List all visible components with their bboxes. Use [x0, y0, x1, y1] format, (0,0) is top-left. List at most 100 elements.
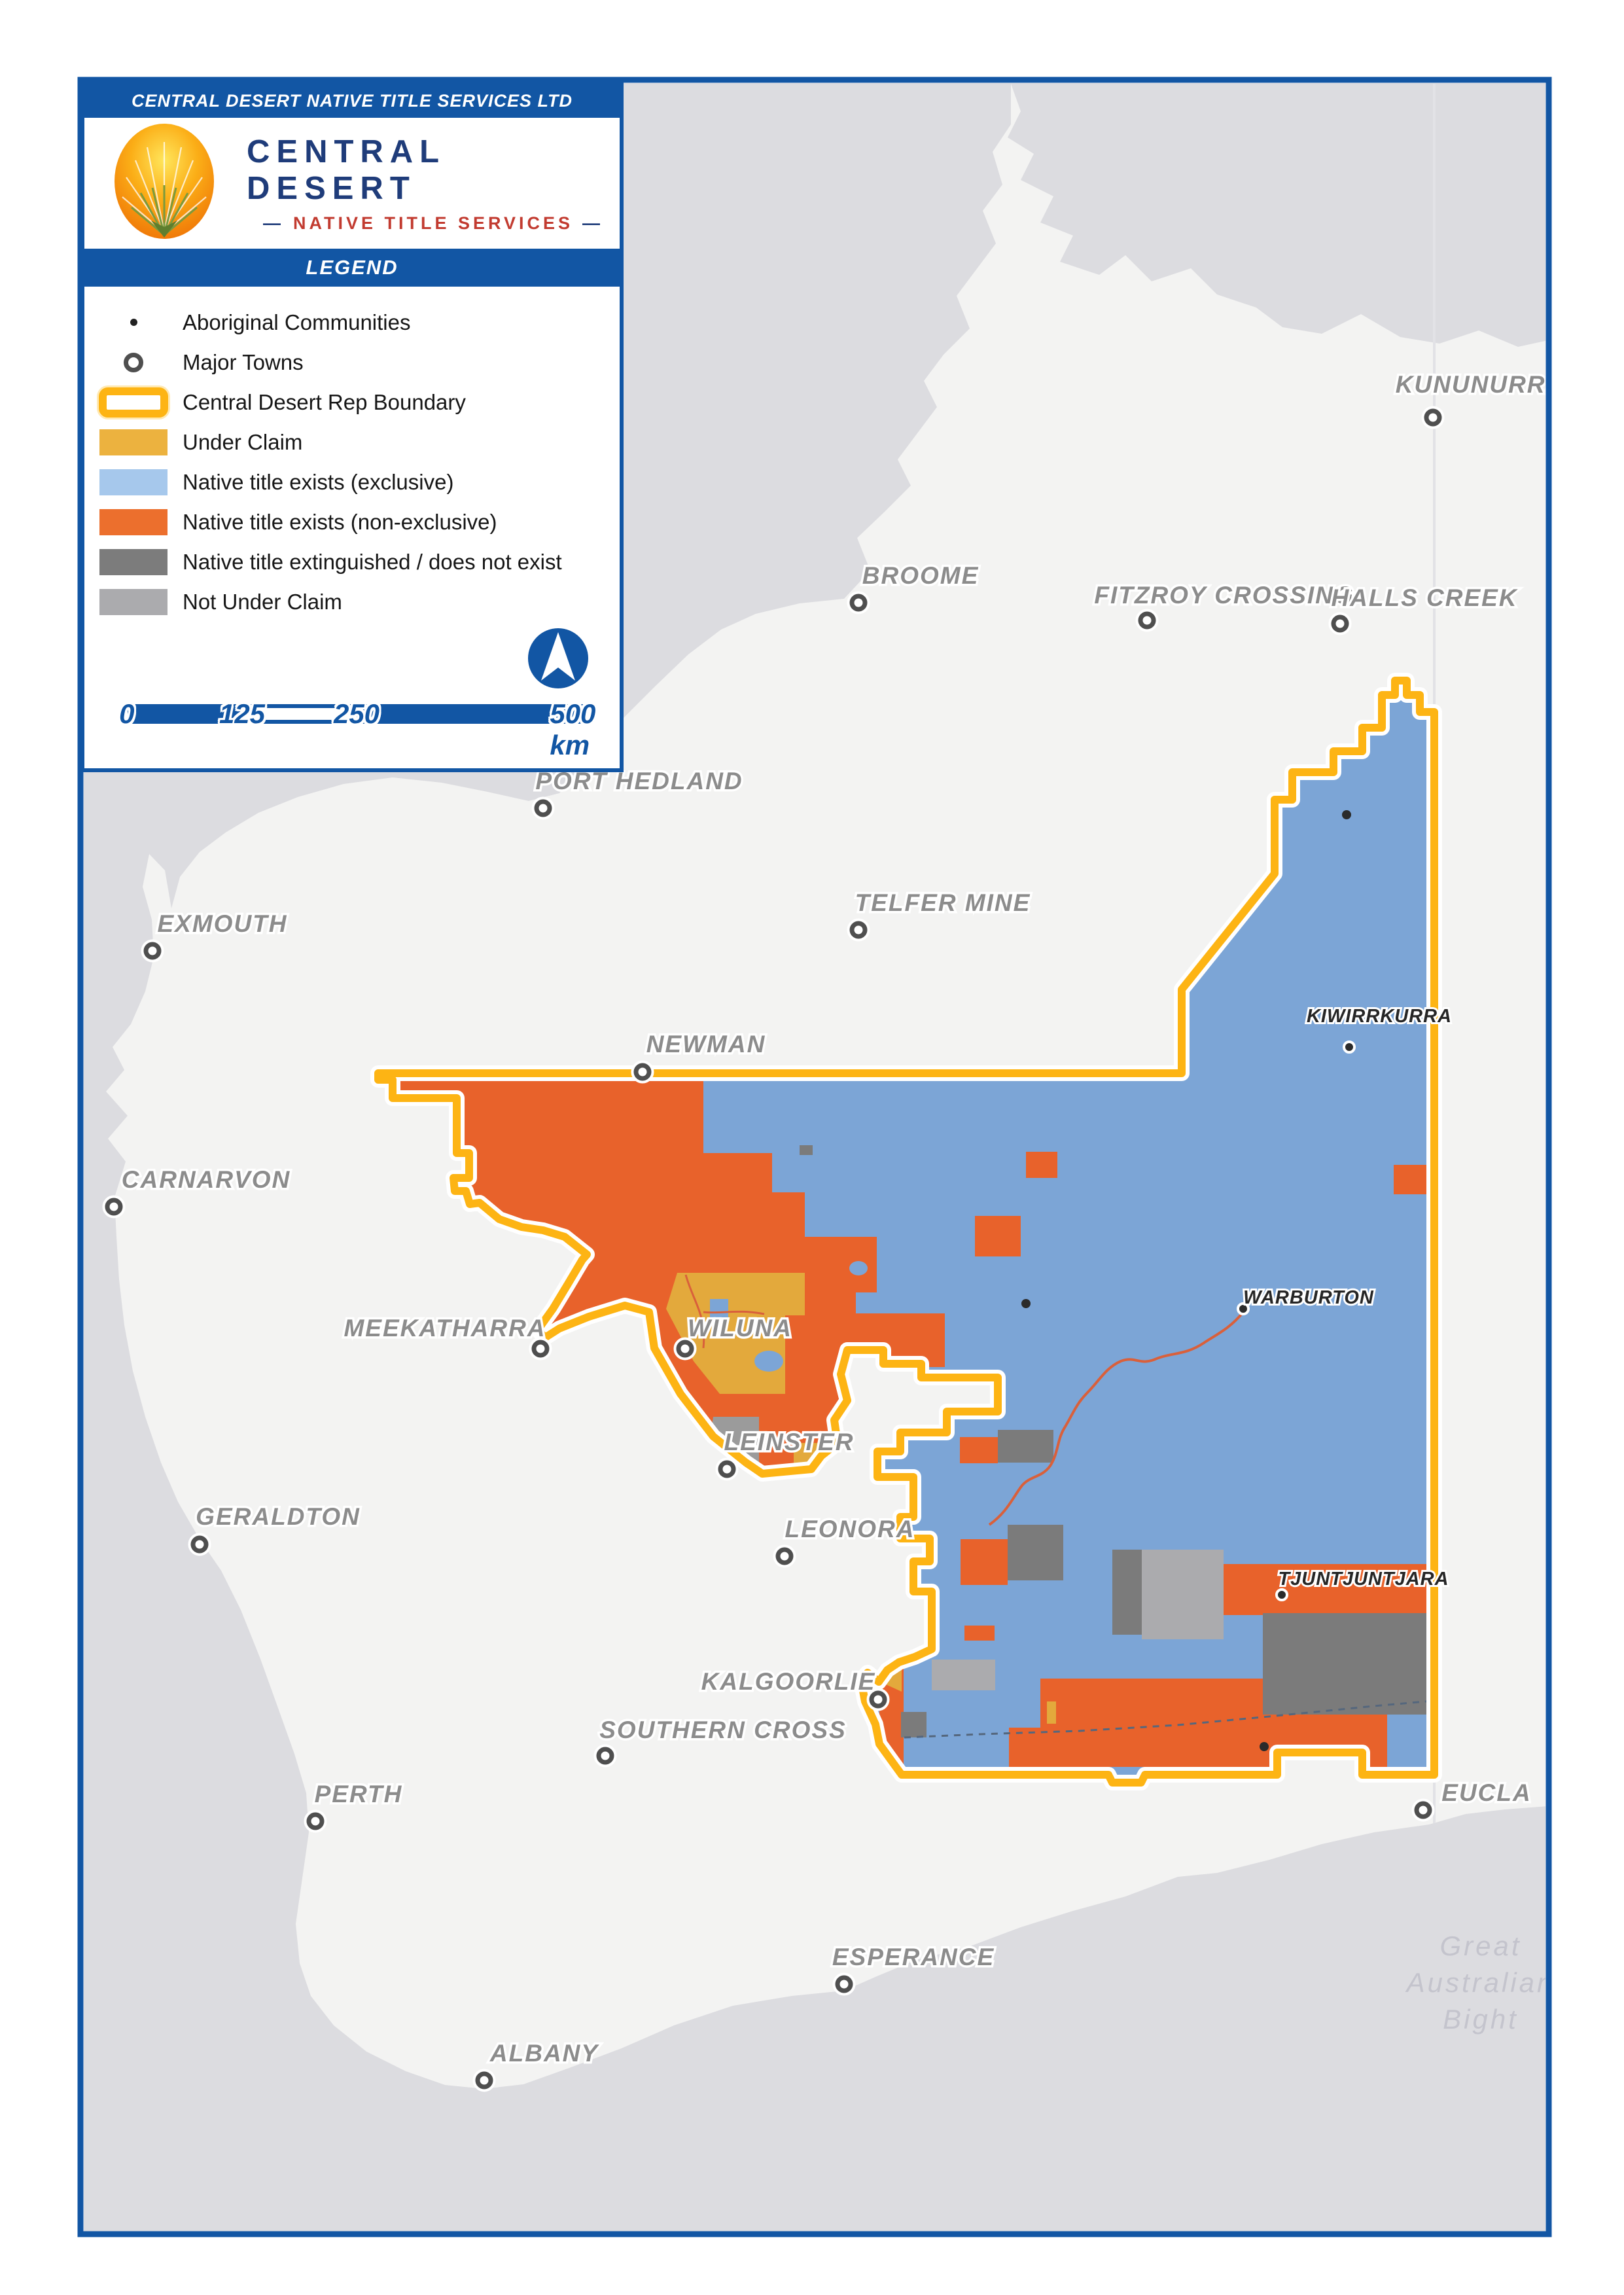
not-under-claim-block [1171, 1572, 1201, 1616]
town-ring [124, 352, 143, 372]
extinguished-block [1263, 1613, 1434, 1715]
extinguished-block [998, 1430, 1053, 1463]
legend-items: Aboriginal Communities Major Towns Central… [84, 287, 620, 622]
town-marker [1424, 408, 1442, 427]
community-dot [130, 319, 137, 326]
orange-band-tjuntjuntjara [1197, 1564, 1434, 1615]
town-label: LEONORA [785, 1516, 915, 1542]
town-label: EUCLA [1441, 1779, 1531, 1806]
town-marker-halo [1135, 609, 1159, 632]
town-marker [849, 594, 868, 612]
logo-dash-left: — [262, 213, 284, 233]
boundary-outline [99, 387, 168, 418]
scale-bar-segment [357, 704, 586, 724]
town-marker [190, 1535, 209, 1554]
town-marker [835, 1975, 853, 1993]
scale-bar: 0 125 250 500 km [119, 698, 595, 760]
community-label: KIWIRRKURRA [1307, 1006, 1452, 1027]
orange-patch [1026, 1152, 1057, 1178]
town-marker [849, 921, 868, 939]
rep-boundary [374, 677, 1438, 1787]
town-marker-halo [866, 1688, 890, 1711]
town-label: CARNARVON [122, 1166, 291, 1193]
town-marker [306, 1812, 325, 1830]
swatch [99, 429, 168, 455]
orange-patch [975, 1216, 1021, 1256]
orange-patch [961, 1539, 1008, 1585]
town-marker-halo [847, 591, 870, 614]
swatch-icon [84, 429, 183, 455]
legend-title-bar: CENTRAL DESERT NATIVE TITLE SERVICES LTD [84, 84, 620, 118]
logo-subtitle-text: NATIVE TITLE SERVICES [292, 213, 574, 233]
legend-item: Native title exists (non-exclusive) [84, 502, 620, 542]
town-label: FITZROY CROSSING [1094, 582, 1354, 609]
town-marker-halo [529, 1337, 552, 1361]
legend-item-label: Not Under Claim [183, 589, 342, 614]
legend-header-label: LEGEND [306, 256, 398, 279]
town-label: EXMOUTH [158, 910, 288, 937]
town-marker [718, 1460, 736, 1478]
logo-dash-right: — [582, 213, 604, 233]
lake [710, 1299, 728, 1317]
legend-item-label: Central Desert Rep Boundary [183, 389, 466, 414]
legend-item-label: Native title exists (exclusive) [183, 469, 454, 494]
claim-area-nonexclusive-west [378, 1067, 945, 1486]
orange-patch [960, 1437, 998, 1463]
town-marker-halo [715, 1457, 739, 1481]
town-label: TELFER MINE [855, 889, 1031, 916]
swatch-icon [84, 588, 183, 615]
town-label: MEEKATHARRA [344, 1315, 546, 1342]
town-label: NEWMAN [646, 1031, 766, 1058]
swatch [99, 588, 168, 615]
town-marker [775, 1547, 794, 1565]
orange-patch [964, 1626, 995, 1641]
swatch [99, 508, 168, 535]
road-warburton [988, 1311, 1244, 1526]
town-marker [633, 1063, 652, 1081]
legend-item-label: Native title exists (non-exclusive) [183, 509, 497, 534]
town-label: PERTH [315, 1781, 403, 1807]
community-marker [1260, 1742, 1269, 1751]
town-marker [531, 1340, 550, 1358]
not-under-claim-block [932, 1660, 995, 1690]
scale-label-0: 0 [119, 698, 135, 729]
scale-label-500: 500 km [550, 698, 596, 760]
swatch [99, 469, 168, 495]
town-marker-halo [141, 939, 164, 963]
community-label: WARBURTON [1243, 1287, 1374, 1308]
town-marker [1331, 614, 1349, 633]
scale-label-250: 250 [333, 698, 380, 729]
community-marker [1237, 1302, 1250, 1315]
community-marker [1343, 1041, 1356, 1054]
town-marker-halo [304, 1809, 327, 1833]
sea-label-great-australian-bight: Great Australian Bight [1405, 1930, 1555, 2035]
swatch [99, 548, 168, 575]
swatch-icon [84, 548, 183, 575]
spinifex-logo-icon [115, 124, 214, 239]
town-label: BROOME [862, 562, 980, 589]
town-label: SOUTHERN CROSS [599, 1717, 846, 1743]
community-label: TJUNTJUNTJARA [1278, 1569, 1449, 1590]
town-marker [143, 942, 162, 960]
town-marker [1414, 1801, 1432, 1819]
scale-label-125: 125 [219, 698, 266, 729]
town-label: WILUNA [688, 1315, 792, 1342]
town-marker-halo [102, 1195, 126, 1219]
town-marker-halo [1328, 612, 1352, 635]
extinguished-block [901, 1712, 927, 1737]
community-marker [1275, 1588, 1288, 1601]
org-title: CENTRAL DESERT NATIVE TITLE SERVICES LTD [131, 90, 573, 111]
town-marker-halo [472, 2069, 496, 2092]
town-marker-halo [631, 1060, 654, 1084]
legend-item-label: Native title extinguished / does not exi… [183, 549, 562, 574]
town-label: HALLS CREEK [1331, 584, 1517, 611]
lake [849, 1261, 868, 1275]
legend-item: Native title extinguished / does not exi… [84, 542, 620, 582]
legend-item-label: Major Towns [183, 349, 304, 374]
lake [754, 1351, 783, 1372]
town-marker-halo [847, 918, 870, 942]
legend-item: Under Claim [84, 422, 620, 462]
logo-subtitle: — NATIVE TITLE SERVICES — [263, 213, 603, 234]
town-marker-halo [1411, 1798, 1435, 1822]
